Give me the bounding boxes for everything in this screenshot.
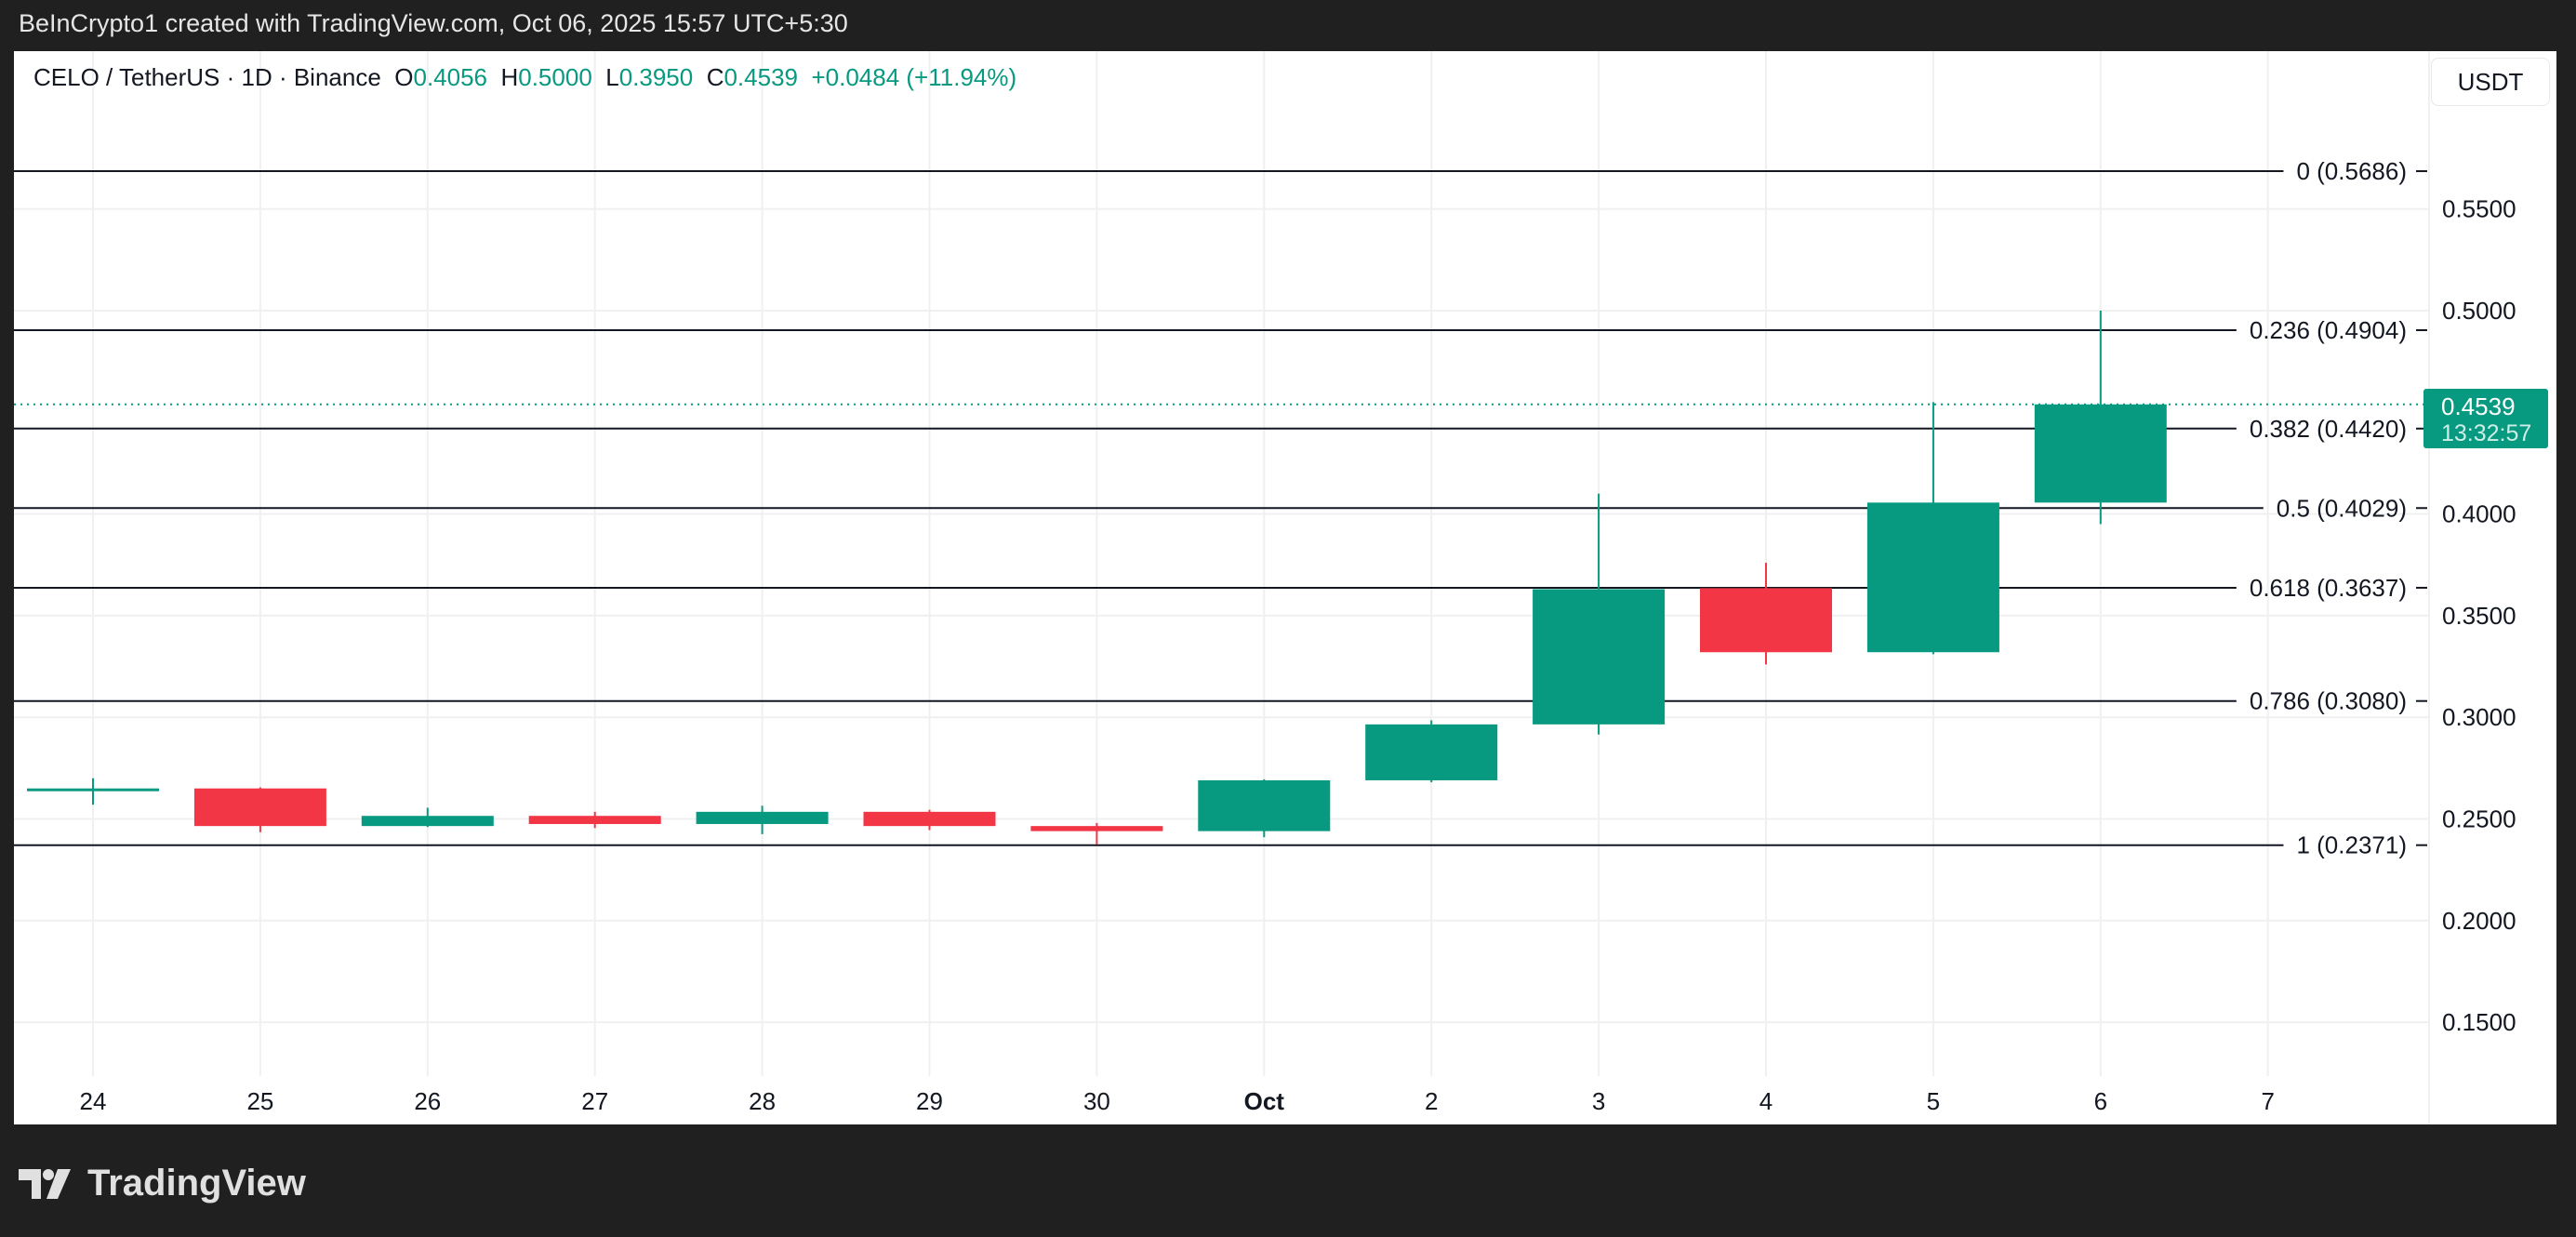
x-tick-label: 25	[246, 1087, 273, 1115]
attribution-text: BeInCrypto1 created with TradingView.com…	[19, 9, 848, 37]
fib-level-label: 1 (0.2371)	[2296, 831, 2407, 859]
x-tick-label: 4	[1759, 1087, 1773, 1115]
candle-body-down[interactable]	[193, 788, 326, 827]
y-tick-label: 0.4000	[2442, 500, 2516, 528]
x-tick-label: 24	[80, 1087, 107, 1115]
symbol-name[interactable]: CELO / TetherUS · 1D · Binance	[33, 63, 381, 91]
price-tag-background	[2423, 389, 2548, 448]
candle-body-down[interactable]	[863, 811, 996, 827]
fib-level-label: 0.618 (0.3637)	[2250, 574, 2407, 602]
open-value: 0.4056	[413, 63, 488, 91]
x-tick-label: 29	[916, 1087, 943, 1115]
x-tick-label: 6	[2094, 1087, 2107, 1115]
candle-body-up[interactable]	[1198, 779, 1331, 831]
candle-body-down[interactable]	[528, 816, 661, 824]
candle-body-up[interactable]	[696, 811, 829, 824]
candle-body-up[interactable]	[361, 816, 494, 827]
symbol-legend: CELO / TetherUS · 1D · Binance O0.4056 H…	[33, 63, 1016, 92]
high-value: 0.5000	[518, 63, 592, 91]
y-tick-label: 0.5500	[2442, 195, 2516, 223]
candle-body-down[interactable]	[1030, 826, 1163, 831]
y-tick-label: 0.5000	[2442, 297, 2516, 325]
candles	[27, 311, 2167, 845]
y-tick-label: 0.3000	[2442, 703, 2516, 731]
fib-levels: 0 (0.5686) 0.236 (0.4904) 0.382 (0.4420) 0.…	[14, 157, 2427, 859]
price-axis: 0.1500 0.2000 0.2500 0.3000 0.3500 0.4000 0.50…	[2442, 195, 2516, 1036]
candle-body-up[interactable]	[2034, 404, 2167, 503]
price-tag-price: 0.4539	[2441, 392, 2516, 420]
close-value: 0.4539	[724, 63, 798, 91]
close-label: C	[706, 63, 724, 91]
x-tick-label: 2	[1425, 1087, 1438, 1115]
x-tick-label: 7	[2261, 1087, 2274, 1115]
candle-body-up[interactable]	[1365, 724, 1498, 780]
y-tick-label: 0.2500	[2442, 805, 2516, 833]
open-label: O	[394, 63, 414, 91]
low-value: 0.3950	[618, 63, 694, 91]
fib-level-label: 0.786 (0.3080)	[2250, 687, 2407, 715]
price-tag-countdown: 13:32:57	[2441, 420, 2531, 446]
y-tick-label: 0.2000	[2442, 907, 2516, 935]
x-tick-label: 26	[414, 1087, 441, 1115]
fib-level-label: 0.236 (0.4904)	[2250, 316, 2407, 344]
y-tick-label: 0.3500	[2442, 602, 2516, 630]
x-tick-label: 3	[1592, 1087, 1605, 1115]
candle-body-up[interactable]	[1866, 502, 1999, 653]
x-tick-label: 30	[1083, 1087, 1110, 1115]
currency-button[interactable]: USDT	[2431, 58, 2550, 106]
candle-body-up[interactable]	[1533, 589, 1666, 725]
price-tag: 0.4539 13:32:57	[2423, 389, 2548, 448]
fib-level-label: 0.382 (0.4420)	[2250, 415, 2407, 443]
candle-body-up[interactable]	[27, 788, 159, 791]
tradingview-logo-text: TradingView	[87, 1163, 306, 1204]
x-tick-label: 28	[749, 1087, 776, 1115]
candle-body-down[interactable]	[1700, 588, 1832, 653]
high-label: H	[500, 63, 519, 91]
low-label: L	[605, 63, 619, 91]
grid	[14, 51, 2430, 1124]
fib-level-label: 0 (0.5686)	[2296, 157, 2407, 185]
x-tick-label: Oct	[1244, 1087, 1285, 1115]
y-tick-label: 0.1500	[2442, 1008, 2516, 1036]
tradingview-logo: TradingView	[19, 1163, 306, 1204]
time-axis: 24 25 26 27 28 29 30 Oct 2 3 4 5 6 7	[80, 1087, 2275, 1115]
x-tick-label: 5	[1927, 1087, 1940, 1115]
fib-level-label: 0.5 (0.4029)	[2277, 494, 2407, 522]
change-value: +0.0484 (+11.94%)	[811, 63, 1017, 91]
x-tick-label: 27	[581, 1087, 608, 1115]
tradingview-logo-icon	[19, 1168, 71, 1199]
